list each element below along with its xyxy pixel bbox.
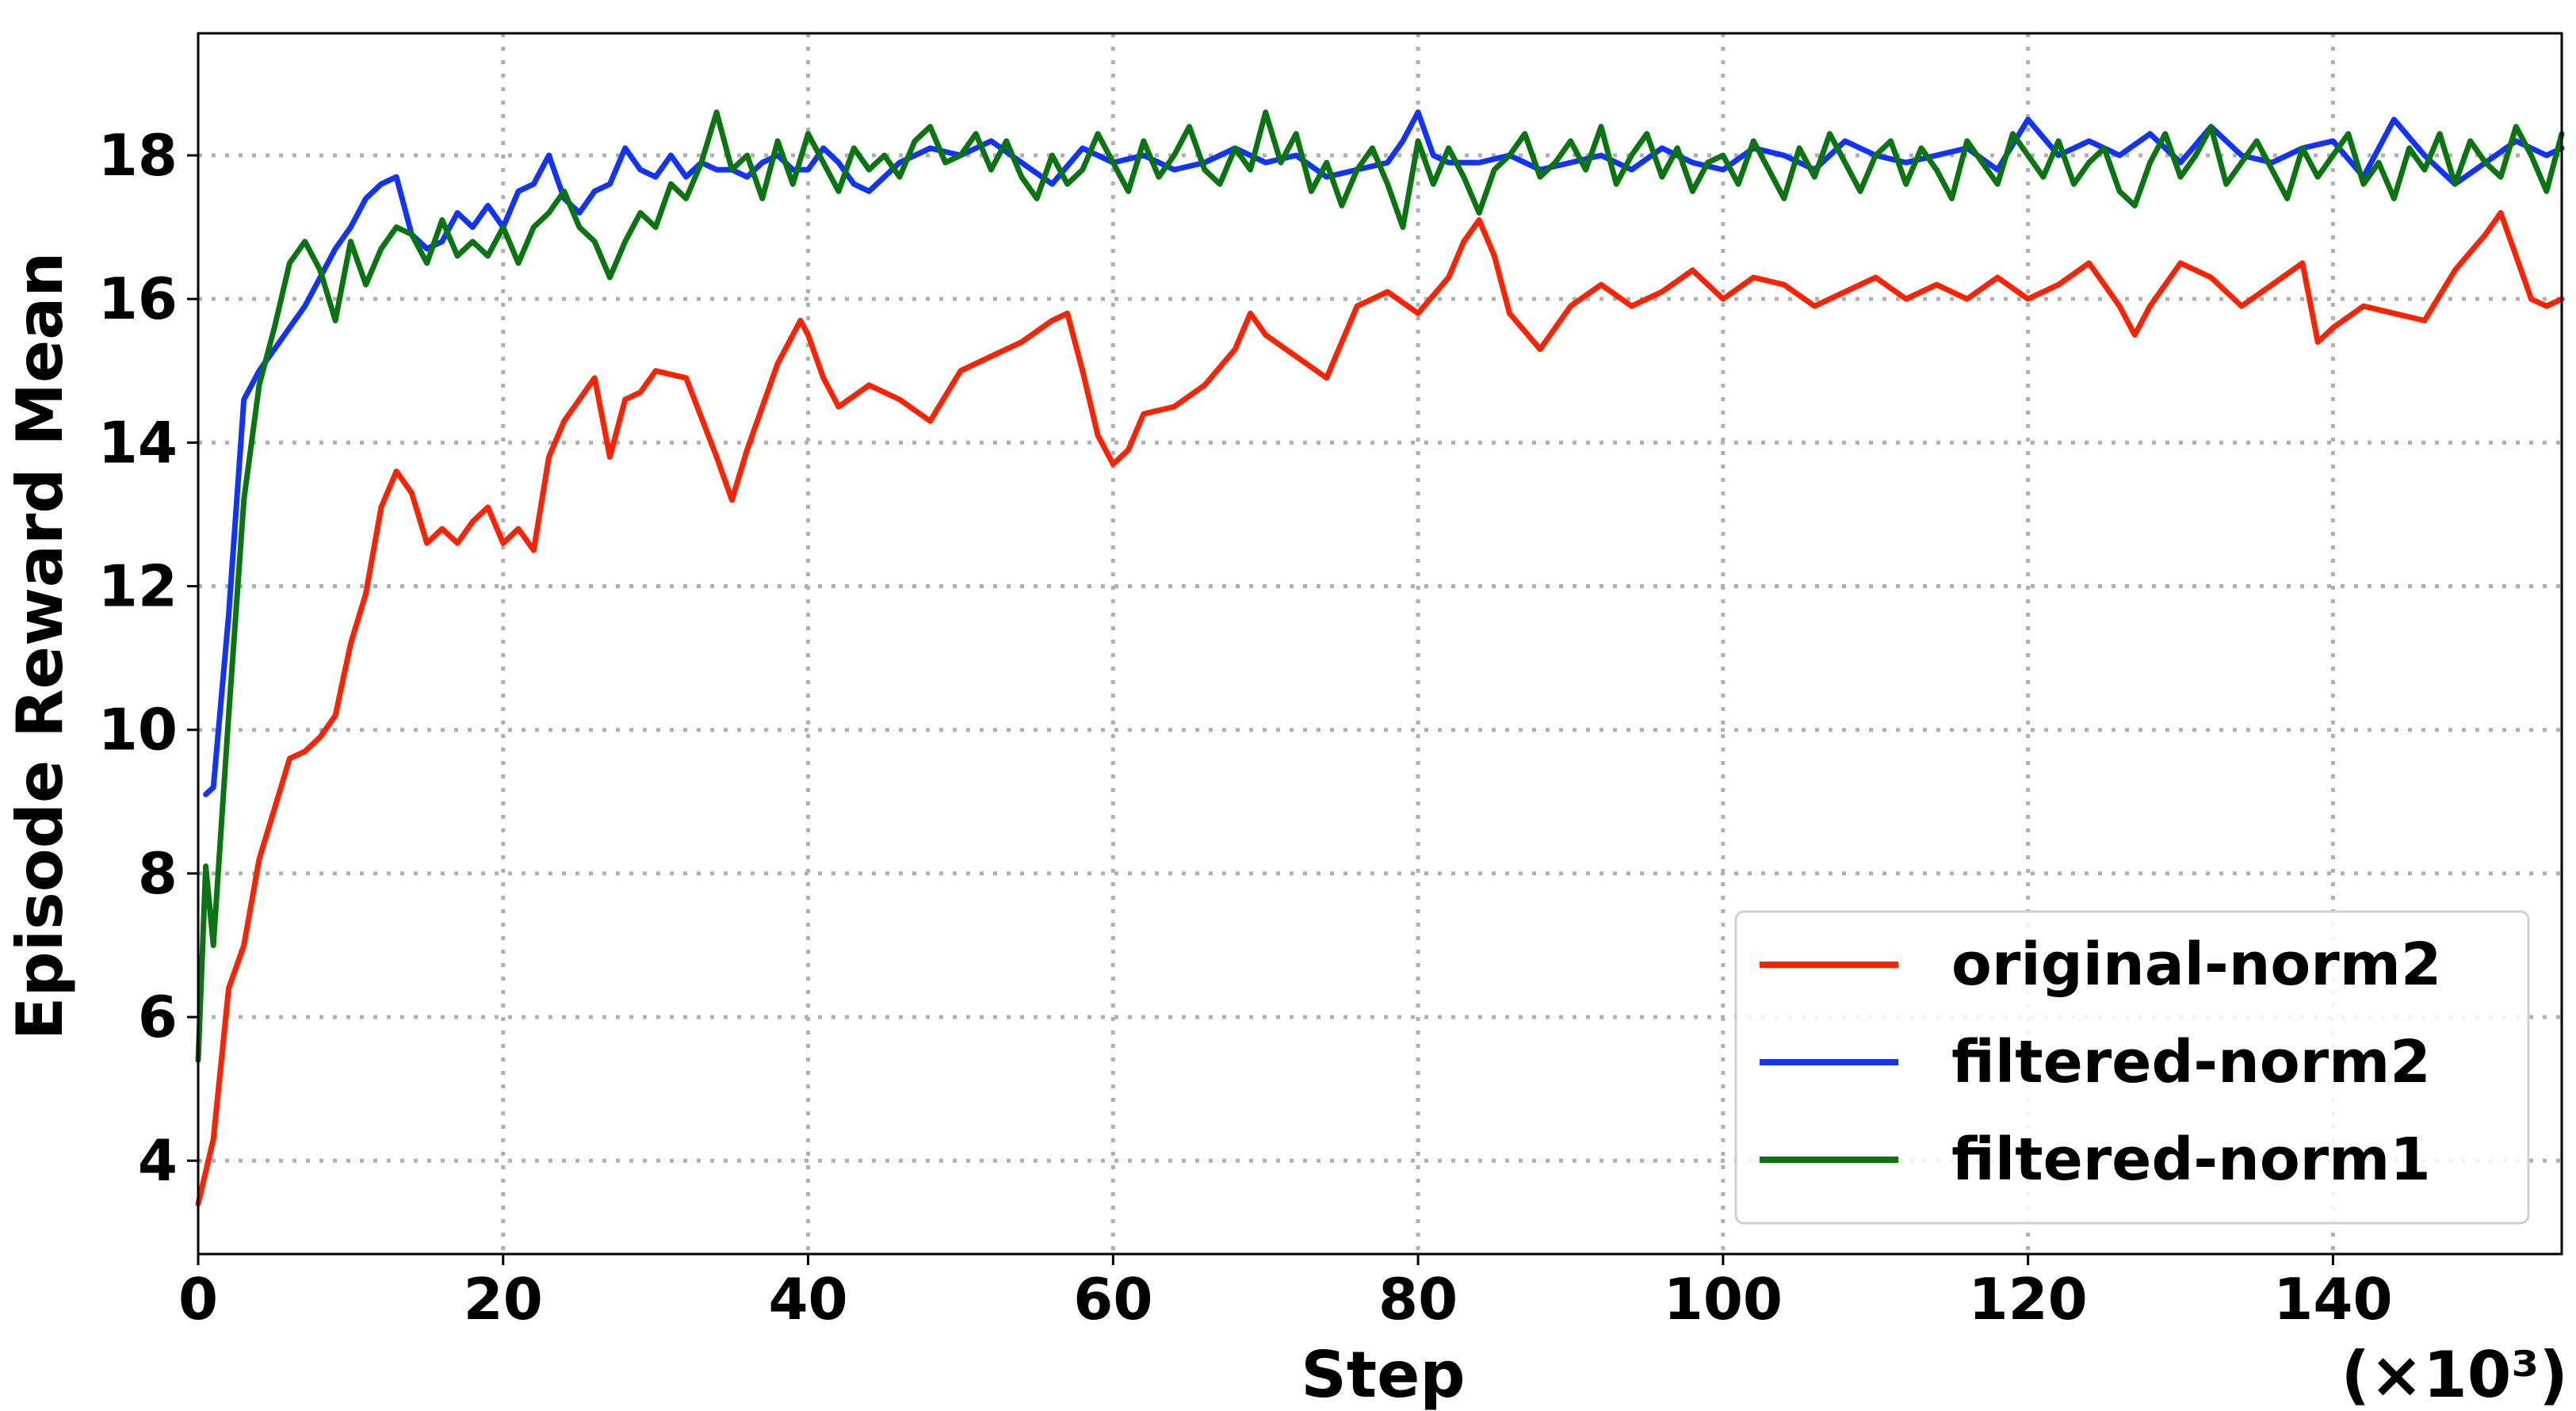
- x-tick-label: 0: [178, 1266, 218, 1333]
- y-tick-label: 16: [98, 266, 178, 332]
- x-tick-label: 20: [464, 1266, 543, 1333]
- series-line-filtered-norm2: [203, 109, 2565, 797]
- x-tick-label: 80: [1378, 1266, 1458, 1333]
- x-tick-label: 100: [1664, 1266, 1783, 1333]
- y-tick-label: 14: [98, 409, 178, 476]
- x-tick-label: 140: [2273, 1266, 2392, 1333]
- series-layer: [195, 109, 2565, 1207]
- y-tick-label: 6: [138, 984, 178, 1050]
- series-line-filtered-norm1: [195, 109, 2565, 1063]
- series-line-original-norm2: [195, 210, 2565, 1207]
- legend: original-norm2 filtered-norm2 filtered-n…: [1734, 910, 2530, 1225]
- x-tick-label: 60: [1073, 1266, 1152, 1333]
- plot-frame: [197, 32, 2563, 1256]
- x-axis-label: Step: [1301, 1338, 1465, 1411]
- legend-label-filtered-norm1: filtered-norm1: [1951, 1126, 2431, 1194]
- legend-label-filtered-norm2: filtered-norm2: [1951, 1028, 2431, 1096]
- x-tick-label: 120: [1968, 1266, 2087, 1333]
- x-tick-label: 40: [768, 1266, 847, 1333]
- legend-box: [1734, 910, 2530, 1225]
- x-axis-multiplier: (×10³): [2341, 1338, 2568, 1411]
- grid-layer: [198, 33, 2562, 1254]
- tick-layer: 0 20 40 60 80 100 120 140 4 6 8 10 12 14 16 18: [98, 122, 2393, 1333]
- y-tick-label: 4: [138, 1127, 178, 1194]
- y-axis-label: Episode Reward Mean: [3, 252, 77, 1040]
- y-tick-label: 10: [98, 697, 178, 763]
- y-tick-label: 8: [138, 840, 178, 907]
- y-tick-label: 18: [98, 122, 178, 189]
- y-tick-label: 12: [98, 553, 178, 620]
- legend-label-original-norm2: original-norm2: [1951, 931, 2441, 999]
